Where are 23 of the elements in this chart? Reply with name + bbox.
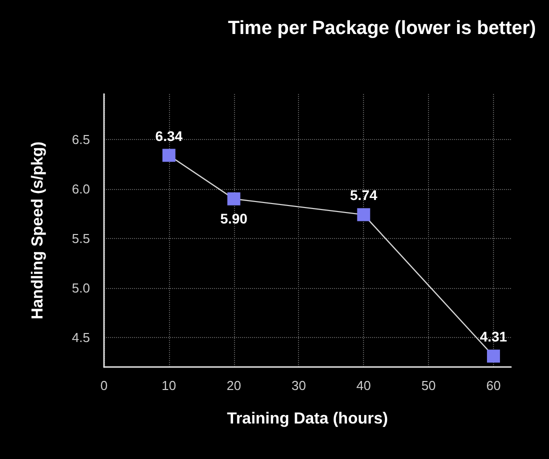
y-tick-label: 6.5	[72, 132, 90, 147]
x-tick-label: 50	[421, 378, 436, 393]
x-tick-label: 0	[100, 378, 108, 393]
y-axis-title: Handling Speed (s/pkg)	[30, 142, 46, 320]
data-label: 5.74	[350, 187, 378, 204]
x-tick-label: 60	[486, 378, 501, 393]
point	[227, 192, 240, 206]
x-tick-label: 10	[162, 378, 176, 393]
x-tick-label: 40	[356, 378, 371, 393]
point	[162, 148, 176, 162]
point	[486, 350, 500, 363]
data-label: 6.34	[155, 128, 183, 144]
x-axis-title: Training Data (hours)	[227, 410, 388, 428]
y-tick-label: 5.5	[72, 230, 90, 246]
chart-title: Time per Package (lower is better)	[228, 18, 536, 39]
point	[357, 208, 370, 222]
y-tick-label: 5.0	[72, 280, 90, 296]
y-tick-label: 4.5	[72, 330, 90, 345]
x-tick-label: 20	[226, 378, 242, 393]
x-tick-label: 30	[292, 378, 306, 393]
data-label: 5.90	[220, 210, 248, 226]
data-label: 4.31	[480, 328, 508, 345]
y-tick-label: 6.0	[72, 181, 90, 196]
